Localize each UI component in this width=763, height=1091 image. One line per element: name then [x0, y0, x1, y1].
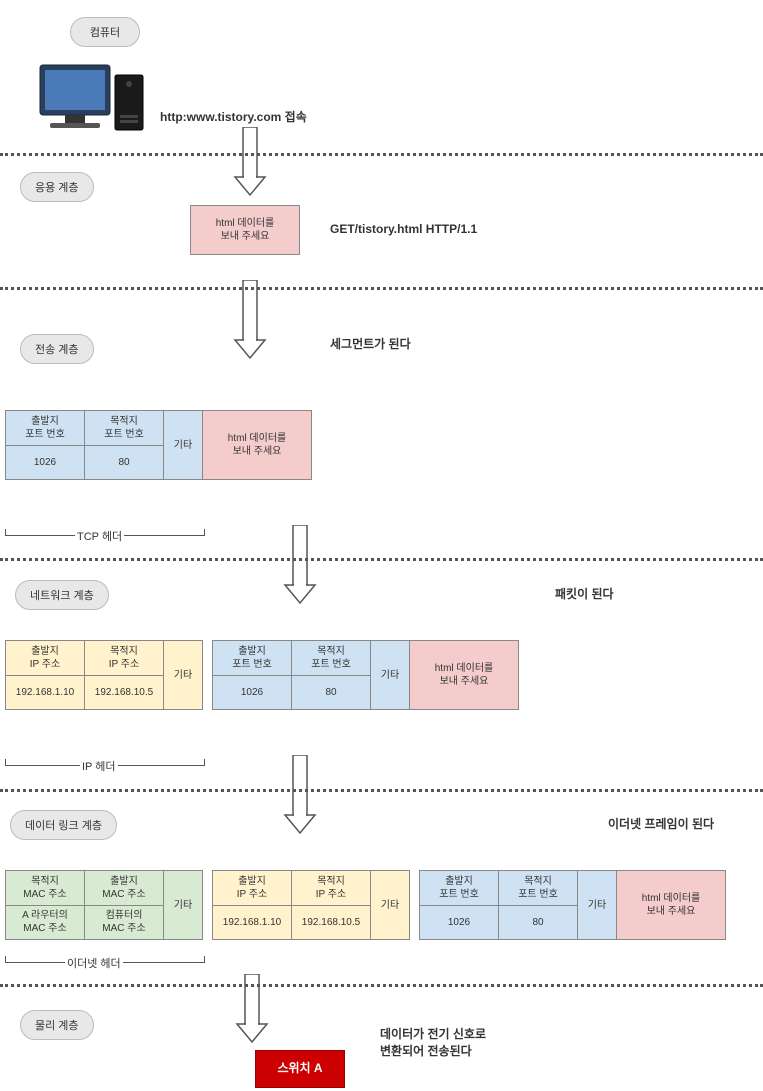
arrow-icon: [230, 280, 270, 360]
eth-tcp-dst: 목적지 포트 번호80: [498, 870, 578, 940]
eth-tcp-src: 출발지 포트 번호1026: [419, 870, 499, 940]
url-text: http:www.tistory.com 접속: [160, 108, 307, 125]
eth-ip-dst: 목적지 IP 주소192.168.10.5: [291, 870, 371, 940]
computer-icon: [30, 60, 150, 145]
http-request: GET/tistory.html HTTP/1.1: [330, 222, 477, 236]
ip-header-tick: [204, 759, 205, 765]
ip-data: html 데이터를 보내 주세요: [409, 640, 519, 710]
eth-ip-etc: 기타: [370, 870, 410, 940]
app-data-box: html 데이터를 보내 주세요: [190, 205, 300, 255]
layer-application: 응용 계층: [20, 172, 94, 202]
eth-ip-src: 출발지 IP 주소192.168.1.10: [212, 870, 292, 940]
frame-label: 이더넷 프레임이 된다: [608, 815, 714, 832]
ip-src: 출발지 IP 주소192.168.1.10: [5, 640, 85, 710]
separator: [0, 984, 763, 987]
tcp-header-tick: [5, 529, 6, 535]
eth-src-mac: 출발지 MAC 주소컴퓨터의 MAC 주소: [84, 870, 164, 940]
tcp-header-tick: [204, 529, 205, 535]
eth-dst-mac: 목적지 MAC 주소A 라우터의 MAC 주소: [5, 870, 85, 940]
separator: [0, 287, 763, 290]
ip-etc: 기타: [163, 640, 203, 710]
layer-network: 네트워크 계층: [15, 580, 109, 610]
arrow-icon: [230, 127, 270, 197]
physical-label: 데이터가 전기 신호로 변환되어 전송된다: [380, 1025, 486, 1059]
arrow-icon: [280, 755, 320, 835]
tcp-header-label: TCP 헤더: [75, 528, 124, 544]
arrow-icon: [232, 974, 272, 1044]
tcp-data: html 데이터를 보내 주세요: [202, 410, 312, 480]
eth-etc: 기타: [163, 870, 203, 940]
ip-tcp-etc: 기타: [370, 640, 410, 710]
eth-data: html 데이터를 보내 주세요: [616, 870, 726, 940]
eth-header-tick: [5, 956, 6, 962]
ip-header-label: IP 헤더: [80, 758, 118, 774]
layer-computer: 컴퓨터: [70, 17, 140, 47]
separator: [0, 558, 763, 561]
tcp-etc: 기타: [163, 410, 203, 480]
layer-physical: 물리 계층: [20, 1010, 94, 1040]
ip-tcp-src: 출발지 포트 번호1026: [212, 640, 292, 710]
arrow-icon: [280, 525, 320, 605]
packet-label: 패킷이 된다: [555, 585, 614, 602]
layer-transport: 전송 계층: [20, 334, 94, 364]
eth-header-tick: [204, 956, 205, 962]
tcp-dst-port: 목적지 포트 번호80: [84, 410, 164, 480]
eth-header-label: 이더넷 헤더: [65, 955, 123, 971]
switch-box: 스위치 A: [255, 1050, 345, 1088]
eth-tcp-etc: 기타: [577, 870, 617, 940]
separator: [0, 789, 763, 792]
ip-dst: 목적지 IP 주소192.168.10.5: [84, 640, 164, 710]
ip-tcp-dst: 목적지 포트 번호80: [291, 640, 371, 710]
separator: [0, 153, 763, 156]
layer-datalink: 데이터 링크 계층: [10, 810, 117, 840]
segment-label: 세그먼트가 된다: [330, 335, 411, 352]
ip-header-tick: [5, 759, 6, 765]
tcp-src-port: 출발지 포트 번호1026: [5, 410, 85, 480]
